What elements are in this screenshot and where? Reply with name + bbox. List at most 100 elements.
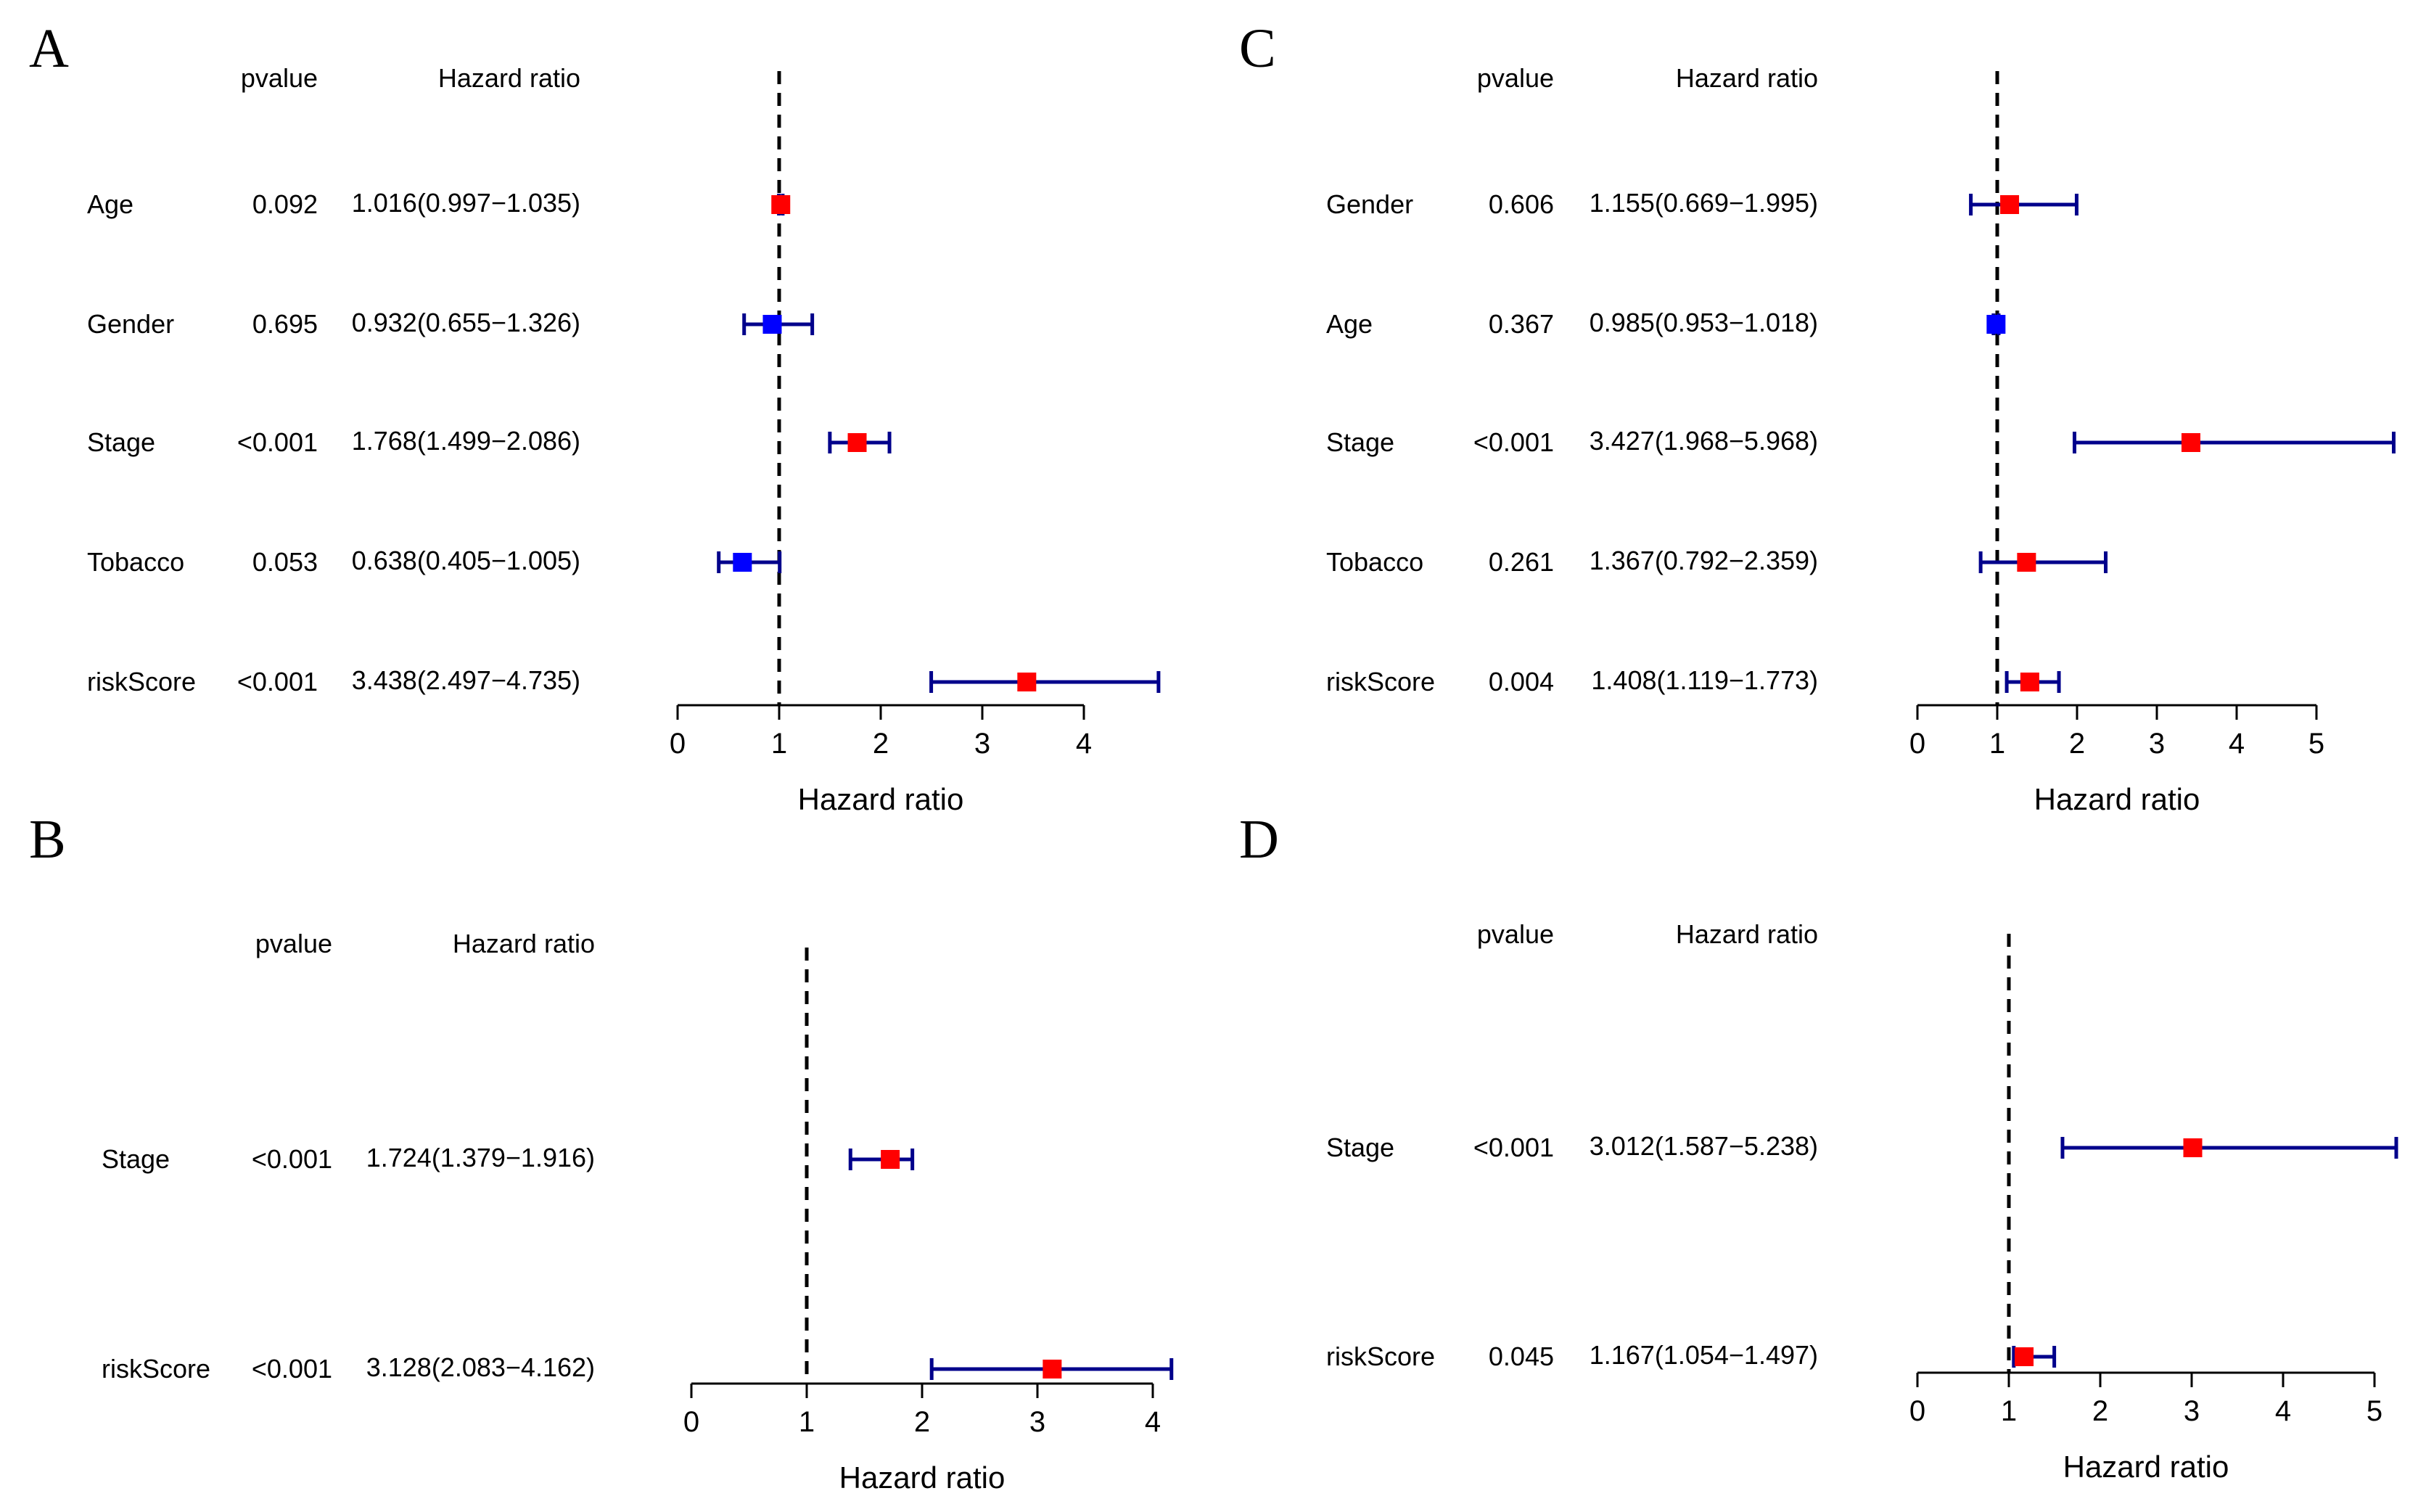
variable-label: Stage: [1326, 1133, 1394, 1162]
forest-row: riskScore 0.045 1.167(1.054−1.497): [1326, 1340, 2057, 1371]
pvalue-text: 0.695: [252, 309, 318, 339]
hazard-ratio-text: 3.128(2.083−4.162): [366, 1352, 595, 1382]
panel-letter: B: [29, 809, 66, 870]
panel-letter: C: [1239, 18, 1276, 79]
x-tick-label: 4: [2229, 728, 2245, 760]
pvalue-text: <0.001: [237, 667, 318, 697]
pvalue-text: 0.606: [1489, 189, 1554, 219]
x-tick-label: 4: [2275, 1395, 2291, 1427]
hazard-ratio-header: Hazard ratio: [438, 63, 580, 93]
hr-point-marker: [847, 433, 867, 452]
pvalue-text: <0.001: [252, 1354, 332, 1384]
pvalue-text: 0.261: [1489, 547, 1554, 577]
hazard-ratio-text: 1.724(1.379−1.916): [366, 1143, 595, 1172]
x-tick-label: 1: [799, 1406, 815, 1438]
forest-row: Age 0.367 0.985(0.953−1.018): [1326, 308, 2006, 339]
x-tick-label: 3: [1029, 1406, 1045, 1438]
forest-row: Tobacco 0.261 1.367(0.792−2.359): [1326, 546, 2108, 577]
pvalue-text: <0.001: [1473, 427, 1554, 457]
hazard-ratio-text: 0.985(0.953−1.018): [1590, 308, 1818, 337]
pvalue-header: pvalue: [255, 929, 332, 958]
forest-row: Stage <0.001 3.427(1.968−5.968): [1326, 426, 2396, 457]
forest-row: riskScore <0.001 3.438(2.497−4.735): [87, 665, 1161, 697]
x-tick-label: 0: [670, 728, 686, 760]
variable-label: Age: [87, 189, 133, 219]
hr-point-marker: [881, 1150, 900, 1169]
hazard-ratio-header: Hazard ratio: [1676, 919, 1818, 949]
variable-label: Tobacco: [1326, 547, 1423, 577]
hr-point-marker: [1017, 673, 1037, 691]
forest-row: Gender 0.606 1.155(0.669−1.995): [1326, 188, 2078, 219]
hazard-ratio-text: 0.932(0.655−1.326): [352, 308, 580, 337]
hazard-ratio-text: 1.408(1.119−1.773): [1591, 665, 1818, 695]
forest-row: riskScore 0.004 1.408(1.119−1.773): [1326, 665, 2061, 697]
x-tick-label: 1: [1989, 728, 2005, 760]
hazard-ratio-text: 3.012(1.587−5.238): [1590, 1131, 1818, 1161]
x-tick-label: 3: [2184, 1395, 2200, 1427]
hazard-ratio-text: 3.427(1.968−5.968): [1590, 426, 1818, 456]
variable-label: Age: [1326, 309, 1373, 339]
variable-label: Gender: [87, 309, 174, 339]
pvalue-text: 0.004: [1489, 667, 1554, 697]
hazard-ratio-text: 1.167(1.054−1.497): [1590, 1340, 1818, 1370]
forest-row: Gender 0.695 0.932(0.655−1.326): [87, 308, 815, 339]
hr-point-marker: [2181, 433, 2200, 452]
forest-row: riskScore <0.001 3.128(2.083−4.162): [102, 1352, 1174, 1384]
hazard-ratio-text: 1.155(0.669−1.995): [1590, 188, 1818, 218]
hazard-ratio-header: Hazard ratio: [1676, 63, 1818, 93]
panel-letter: A: [29, 18, 69, 79]
forest-row: Stage <0.001 1.724(1.379−1.916): [102, 1143, 915, 1174]
x-tick-label: 0: [1909, 728, 1925, 760]
variable-label: Gender: [1326, 189, 1413, 219]
pvalue-text: <0.001: [252, 1144, 332, 1174]
forest-row: Stage <0.001 3.012(1.587−5.238): [1326, 1131, 2398, 1162]
hr-point-marker: [733, 553, 752, 572]
pvalue-header: pvalue: [1477, 63, 1554, 93]
hazard-ratio-text: 3.438(2.497−4.735): [352, 665, 580, 695]
hr-point-marker: [2015, 1347, 2034, 1366]
x-tick-label: 2: [2069, 728, 2085, 760]
hazard-ratio-text: 1.367(0.792−2.359): [1590, 546, 1818, 575]
pvalue-header: pvalue: [241, 63, 318, 93]
hr-point-marker: [1986, 315, 2006, 334]
x-tick-label: 2: [914, 1406, 930, 1438]
x-tick-label: 4: [1145, 1406, 1161, 1438]
variable-label: riskScore: [1326, 667, 1435, 697]
pvalue-text: <0.001: [237, 427, 318, 457]
hr-point-marker: [2183, 1138, 2203, 1157]
pvalue-text: 0.045: [1489, 1342, 1554, 1371]
pvalue-header: pvalue: [1477, 919, 1554, 949]
forest-row: Stage <0.001 1.768(1.499−2.086): [87, 426, 892, 457]
x-tick-label: 0: [1909, 1395, 1925, 1427]
hr-point-marker: [762, 315, 782, 334]
x-axis-title: Hazard ratio: [2063, 1450, 2229, 1484]
x-tick-label: 3: [974, 728, 990, 760]
x-tick-label: 3: [2149, 728, 2165, 760]
hazard-ratio-text: 0.638(0.405−1.005): [352, 546, 580, 575]
forest-row: Tobacco 0.053 0.638(0.405−1.005): [87, 546, 782, 577]
x-axis: 0 1 2 3 4 5 Hazard ratio: [1909, 1371, 2382, 1484]
variable-label: Stage: [1326, 427, 1394, 457]
hr-point-marker: [1043, 1360, 1062, 1379]
x-tick-label: 0: [683, 1406, 699, 1438]
pvalue-text: 0.367: [1489, 309, 1554, 339]
variable-label: riskScore: [102, 1354, 210, 1384]
x-tick-label: 4: [1076, 728, 1092, 760]
x-tick-label: 5: [2308, 728, 2324, 760]
x-axis-title: Hazard ratio: [2034, 782, 2200, 816]
hr-point-marker: [2020, 673, 2039, 691]
variable-label: Tobacco: [87, 547, 184, 577]
x-tick-label: 1: [771, 728, 787, 760]
x-tick-label: 5: [2367, 1395, 2382, 1427]
hr-point-marker: [2000, 195, 2020, 214]
pvalue-text: 0.053: [252, 547, 318, 577]
x-tick-label: 2: [2092, 1395, 2108, 1427]
forest-row: Age 0.092 1.016(0.997−1.035): [87, 188, 791, 219]
x-axis: 0 1 2 3 4 5 Hazard ratio: [1909, 704, 2324, 816]
pvalue-text: <0.001: [1473, 1133, 1554, 1162]
x-tick-label: 1: [2001, 1395, 2017, 1427]
